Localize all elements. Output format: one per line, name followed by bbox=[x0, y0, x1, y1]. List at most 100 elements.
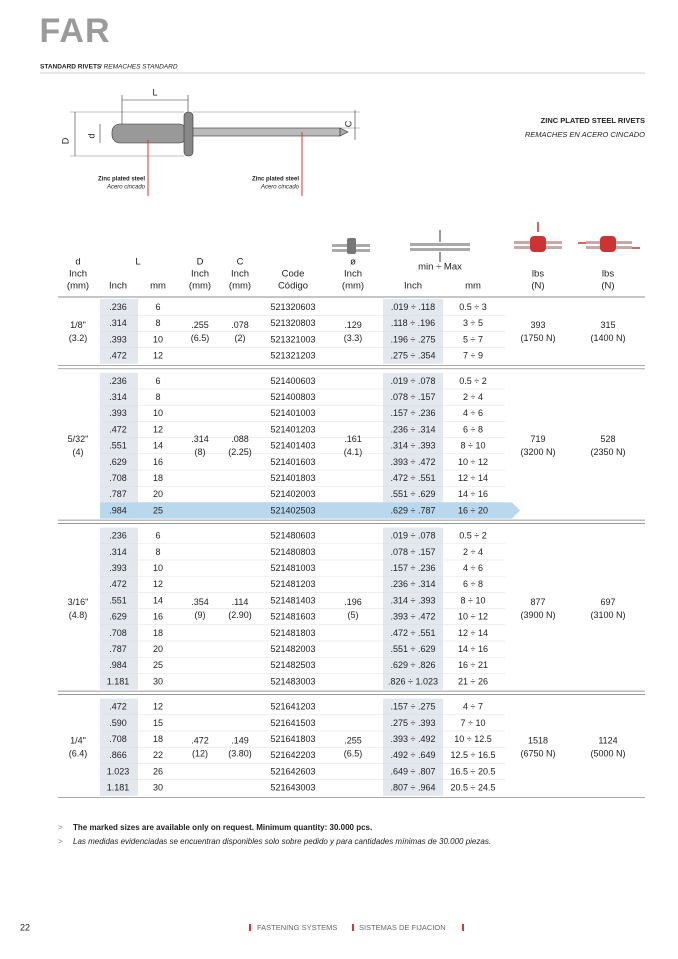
cell-text: 12.5 ÷ 16.5 bbox=[451, 750, 496, 760]
cell-text: .236 bbox=[109, 531, 127, 541]
cell-text: 12 bbox=[153, 579, 163, 589]
cell-text: (2) bbox=[235, 333, 246, 343]
cell-text: 5/32" bbox=[68, 434, 89, 444]
cell-text: .472 bbox=[109, 351, 127, 361]
cell-text: .019 ÷ .078 bbox=[391, 531, 436, 541]
cell-text: (8) bbox=[195, 447, 206, 457]
cell-text: 4 ÷ 6 bbox=[463, 563, 483, 573]
cell-text: ø bbox=[350, 257, 356, 268]
cell-text: min ÷ Max bbox=[418, 262, 462, 273]
cell-text: .393 ÷ .472 bbox=[391, 457, 436, 467]
footer-text: FASTENING SYSTEMS bbox=[257, 923, 337, 932]
cell-text: (3200 N) bbox=[520, 447, 555, 457]
cell-text: Inch bbox=[69, 269, 87, 280]
cell-text: .649 ÷ .807 bbox=[391, 766, 436, 776]
cell-text: 10 ÷ 12.5 bbox=[454, 734, 491, 744]
cell-text: .393 ÷ .472 bbox=[391, 612, 436, 622]
cell-text: 521481403 bbox=[270, 595, 315, 605]
cell-text: (mm) bbox=[342, 281, 364, 292]
cell-text: .118 ÷ .196 bbox=[391, 318, 435, 328]
cell-text: 12 ÷ 14 bbox=[458, 628, 488, 638]
cell-text: 521481603 bbox=[270, 612, 315, 622]
cell-text: 16 bbox=[153, 612, 163, 622]
section-title: STANDARD RIVETS bbox=[40, 64, 102, 71]
cell-text: .472 bbox=[191, 736, 209, 746]
cell-text: mm bbox=[150, 281, 166, 292]
cell-text: .275 ÷ .393 bbox=[391, 718, 436, 728]
cell-text: .354 bbox=[191, 597, 209, 607]
cell-text: .472 ÷ .551 bbox=[391, 473, 436, 483]
cell-text: 10 bbox=[153, 334, 163, 344]
cell-text: .157 ÷ .236 bbox=[391, 563, 436, 573]
cell-text: (3100 N) bbox=[590, 610, 625, 620]
cell-text: 521643003 bbox=[270, 783, 315, 793]
cell-text: 16 bbox=[153, 457, 163, 467]
cell-text: 521480603 bbox=[270, 531, 315, 541]
cell-text: 1124 bbox=[598, 736, 617, 746]
cell-text: 6 bbox=[155, 376, 160, 386]
cell-text: .393 bbox=[109, 334, 127, 344]
cell-text: .708 bbox=[109, 473, 127, 483]
cell-text: lbs bbox=[532, 269, 544, 280]
cell-text: 521401003 bbox=[270, 408, 315, 418]
cell-text: .149 bbox=[231, 736, 249, 746]
cell-text: mm bbox=[465, 281, 481, 292]
cell-text: .314 bbox=[109, 547, 127, 557]
cell-text: 521321003 bbox=[270, 334, 315, 344]
cell-text: 521321203 bbox=[270, 351, 315, 361]
cell-text: 6 ÷ 8 bbox=[463, 424, 483, 434]
logo-text: FAR bbox=[40, 12, 111, 50]
cell-text: .492 ÷ .649 bbox=[391, 750, 436, 760]
cell-text: .590 bbox=[109, 718, 127, 728]
page-number: 22 bbox=[20, 922, 30, 932]
note: Las medidas evidenciadas se encuentran d… bbox=[73, 837, 491, 846]
cell-text: (N) bbox=[531, 281, 544, 292]
cell-text: (9) bbox=[195, 610, 206, 620]
cell-text: Código bbox=[278, 281, 308, 292]
cell-text: .708 bbox=[109, 734, 127, 744]
cell-text: (2.25) bbox=[228, 447, 252, 457]
cell-text: 3 ÷ 5 bbox=[463, 318, 483, 328]
cell-text: 521642203 bbox=[270, 750, 315, 760]
cell-text: 8 ÷ 10 bbox=[461, 441, 486, 451]
cell-text: (2350 N) bbox=[590, 447, 625, 457]
cell-text: 30 bbox=[153, 676, 163, 686]
cell-text: 26 bbox=[153, 766, 163, 776]
cell-text: 7 ÷ 9 bbox=[463, 351, 483, 361]
cell-text: 6 ÷ 8 bbox=[463, 579, 483, 589]
cell-text: 521480803 bbox=[270, 547, 315, 557]
cell-text: lbs bbox=[602, 269, 614, 280]
shade bbox=[100, 372, 138, 519]
cell-text: 315 bbox=[600, 320, 615, 330]
cell-text: C bbox=[237, 257, 244, 268]
cell-text: D bbox=[197, 257, 204, 268]
cell-text: (4.8) bbox=[69, 610, 88, 620]
cell-text: .114 bbox=[232, 597, 249, 607]
cell-text: 719 bbox=[530, 434, 545, 444]
cell-text: 1.181 bbox=[107, 783, 130, 793]
cell-text: 22 bbox=[153, 750, 163, 760]
cell-text: .629 ÷ .787 bbox=[391, 505, 436, 515]
cell-text: 1.023 bbox=[107, 766, 130, 776]
cell-text: 10 ÷ 12 bbox=[458, 457, 488, 467]
cell-text: 14 ÷ 16 bbox=[458, 489, 488, 499]
cell-text: .787 bbox=[109, 489, 127, 499]
dim-label: d bbox=[86, 133, 96, 138]
cell-text: .236 ÷ .314 bbox=[391, 579, 436, 589]
cell-text: 6 bbox=[155, 531, 160, 541]
cell-text: 30 bbox=[153, 783, 163, 793]
cell-text: d bbox=[75, 257, 80, 268]
cell-text: 2 ÷ 4 bbox=[463, 547, 483, 557]
cell-text: .708 bbox=[109, 628, 127, 638]
cell-text: (N) bbox=[601, 281, 614, 292]
cell-text: .078 ÷ .157 bbox=[391, 392, 436, 402]
cell-text: (4.1) bbox=[344, 447, 363, 457]
cell-text: (3.2) bbox=[69, 333, 88, 343]
cell-text: 521641203 bbox=[270, 702, 315, 712]
cell-text: (mm) bbox=[67, 281, 89, 292]
cell-text: (12) bbox=[192, 749, 208, 759]
cell-text: .314 bbox=[109, 392, 127, 402]
cell-text: .078 ÷ .157 bbox=[391, 547, 436, 557]
cell-text: 521401403 bbox=[270, 441, 315, 451]
cell-text: 521402503 bbox=[270, 505, 315, 515]
